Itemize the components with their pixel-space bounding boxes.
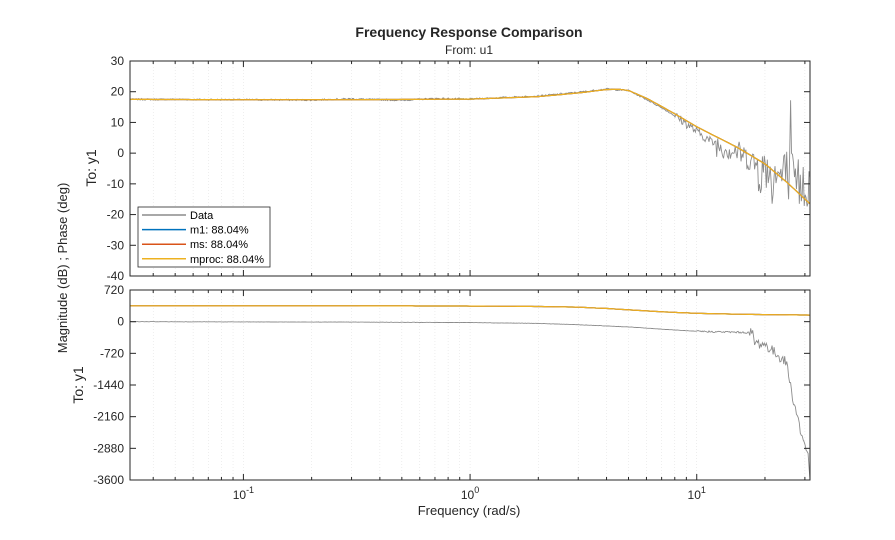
legend: Data m1: 88.04% ms: 88.04% mproc: 88.04% xyxy=(137,206,271,268)
x-tick-label: 10-1 xyxy=(233,485,254,502)
x-tick-label: 100 xyxy=(461,485,479,502)
legend-label: ms: 88.04% xyxy=(190,239,248,251)
y-tick-label: -30 xyxy=(107,238,125,252)
x-tick-label: 101 xyxy=(688,485,706,502)
phase-panel: 720 0 -720 -1440 -2160 -2880 -3600 To: y1 xyxy=(70,283,811,487)
y-tick-label: 0 xyxy=(117,146,124,160)
y-axis-label: Magnitude (dB) ; Phase (deg) xyxy=(55,183,70,354)
legend-label: m1: 88.04% xyxy=(190,225,249,237)
x-axis-label: Frequency (rad/s) xyxy=(418,503,521,518)
series-line-data xyxy=(129,321,811,481)
phase-axes-box xyxy=(130,290,810,480)
y-tick-label: -720 xyxy=(100,346,124,360)
series-line-mproc xyxy=(130,88,811,205)
y-tick-label: 20 xyxy=(111,85,125,99)
y-tick-label: -3600 xyxy=(93,473,124,487)
y-tick-label: -20 xyxy=(107,208,125,222)
legend-box xyxy=(137,206,271,268)
chart-subtitle: From: u1 xyxy=(445,43,493,57)
chart-title: Frequency Response Comparison xyxy=(355,24,582,40)
phase-axes-frame xyxy=(129,289,811,481)
magnitude-output-label: To: y1 xyxy=(83,149,99,187)
y-tick-label: -2160 xyxy=(93,410,124,424)
series-line-mproc xyxy=(130,305,811,316)
y-tick-label: -10 xyxy=(107,177,125,191)
magnitude-panel: 30 20 10 0 -10 -20 -30 -40 To: y1 Data m1: 88.04… xyxy=(83,54,811,283)
x-tick-labels: 10-1 100 101 xyxy=(233,485,706,502)
magnitude-y-ticks: 30 20 10 0 -10 -20 -30 -40 xyxy=(107,54,810,283)
phase-output-label: To: y1 xyxy=(70,366,86,404)
y-tick-label: 0 xyxy=(117,315,124,329)
legend-label: mproc: 88.04% xyxy=(190,254,264,266)
y-tick-label: 720 xyxy=(104,283,124,297)
phase-series xyxy=(129,305,811,481)
y-tick-label: -2880 xyxy=(93,441,124,455)
y-tick-label: -40 xyxy=(107,269,125,283)
magnitude-series xyxy=(129,87,811,207)
y-tick-label: -1440 xyxy=(93,378,124,392)
y-tick-label: 10 xyxy=(111,115,125,129)
magnitude-axes-frame xyxy=(129,60,811,277)
legend-label: Data xyxy=(190,210,214,222)
y-tick-label: 30 xyxy=(111,54,125,68)
